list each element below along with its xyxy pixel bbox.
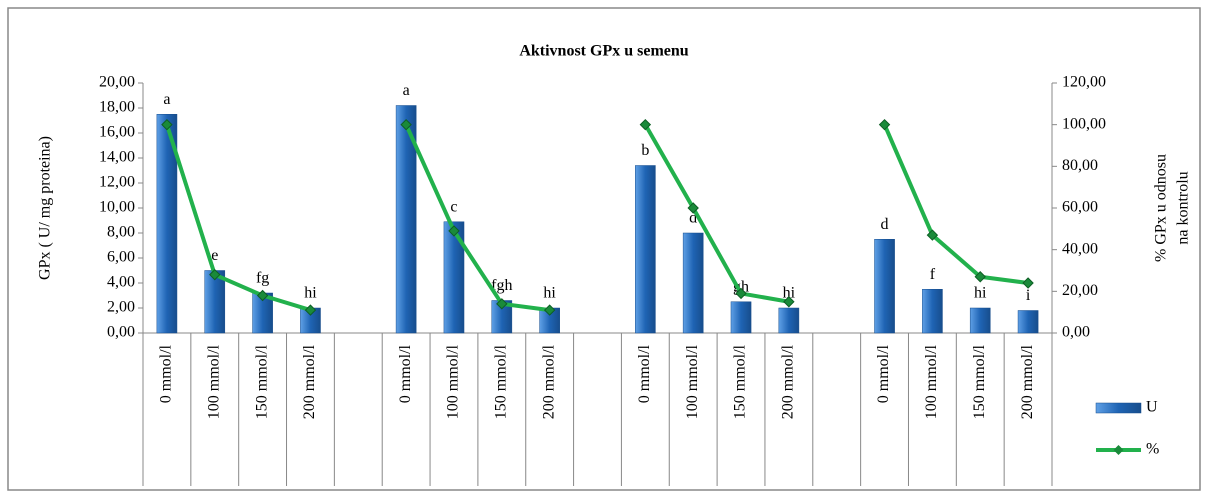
bar — [156, 114, 178, 334]
line-marker — [304, 304, 317, 316]
x-tick-label: 100 mmol/l — [445, 344, 462, 419]
line-marker — [735, 287, 747, 300]
legend-label: % — [1146, 441, 1159, 458]
bar — [874, 239, 895, 334]
bar — [443, 221, 465, 334]
y2-tick-label: 60,00 — [1062, 199, 1098, 216]
line-marker — [878, 118, 891, 131]
y-axis-label: GPx ( U/ mg proteina) — [37, 136, 54, 280]
bar — [395, 105, 417, 334]
line-marker — [161, 118, 173, 131]
bar-letter: i — [1026, 287, 1031, 304]
x-tick-label: 100 mmol/l — [205, 344, 222, 419]
bar-letter: hi — [783, 285, 796, 302]
line-marker — [1022, 277, 1034, 289]
bar-letter: fgh — [491, 277, 512, 294]
line-marker — [400, 118, 412, 131]
line-marker — [639, 118, 652, 131]
x-tick-label: 150 mmol/l — [253, 344, 270, 419]
chart-title: Aktivnost GPx u semenu — [519, 43, 688, 60]
bar — [922, 289, 943, 334]
y2-axis-label: % GPx u odnosu — [1153, 154, 1170, 262]
y-tick-label: 16,00 — [99, 124, 135, 141]
y-tick-label: 4,00 — [107, 274, 135, 291]
y-tick-label: 8,00 — [107, 224, 135, 241]
bar-letter: hi — [304, 285, 317, 302]
y-tick-label: 0,00 — [107, 324, 135, 341]
bar-letter: a — [163, 91, 170, 108]
line-marker — [209, 268, 221, 281]
x-tick-label: 200 mmol/l — [1019, 344, 1036, 419]
x-tick-label: 200 mmol/l — [780, 344, 797, 419]
bar — [969, 307, 991, 334]
y2-tick-label: 20,00 — [1062, 282, 1098, 299]
y2-tick-label: 0,00 — [1062, 324, 1090, 341]
y2-axis-label: na kontrolu — [1175, 171, 1192, 244]
bar — [682, 232, 704, 334]
y-tick-label: 12,00 — [99, 174, 135, 191]
line — [643, 123, 790, 304]
line-marker — [256, 289, 269, 302]
line-marker — [926, 229, 939, 241]
bar-letter: hi — [543, 285, 556, 302]
y-tick-label: 2,00 — [107, 299, 135, 316]
x-tick-label: 150 mmol/l — [971, 344, 988, 419]
y2-tick-label: 100,00 — [1062, 115, 1106, 132]
bar-letter: f — [930, 266, 936, 283]
line-marker — [687, 202, 699, 214]
y-tick-label: 10,00 — [99, 199, 135, 216]
x-tick-label: 100 mmol/l — [923, 344, 940, 419]
bar-letter: hi — [974, 285, 987, 302]
x-tick-label: 150 mmol/l — [492, 344, 509, 419]
bar-letter: a — [403, 82, 410, 99]
legend-label: U — [1146, 399, 1158, 416]
bar-letter: d — [689, 210, 697, 227]
x-tick-label: 0 mmol/l — [397, 344, 414, 403]
bar-letter: b — [641, 142, 649, 159]
y2-tick-label: 80,00 — [1062, 157, 1098, 174]
y-tick-label: 20,00 — [99, 74, 135, 91]
x-tick-label: 200 mmol/l — [301, 344, 318, 419]
bar — [635, 165, 656, 334]
line — [404, 123, 550, 313]
bar — [730, 301, 752, 334]
y2-tick-label: 120,00 — [1062, 74, 1106, 91]
y-tick-label: 18,00 — [99, 99, 135, 116]
y-tick-label: 14,00 — [99, 149, 135, 166]
bar — [1017, 310, 1039, 334]
line — [165, 124, 312, 312]
line-marker — [496, 298, 508, 310]
y2-tick-label: 40,00 — [1062, 240, 1098, 257]
bar-letter: c — [450, 198, 457, 215]
legend-swatch — [1095, 402, 1142, 414]
x-tick-label: 150 mmol/l — [732, 344, 749, 419]
x-tick-label: 100 mmol/l — [684, 344, 701, 419]
x-tick-label: 0 mmol/l — [158, 344, 175, 403]
line-marker — [448, 225, 460, 237]
x-tick-label: 0 mmol/l — [636, 344, 653, 403]
bar — [778, 307, 800, 334]
bar-letter: fg — [256, 270, 269, 287]
line — [882, 123, 1029, 285]
line-marker — [543, 304, 556, 316]
bar-letter: e — [211, 247, 218, 264]
y-tick-label: 6,00 — [107, 249, 135, 266]
bar-letter: d — [881, 216, 889, 233]
x-tick-label: 0 mmol/l — [875, 344, 892, 403]
x-tick-label: 200 mmol/l — [540, 344, 557, 419]
legend-marker — [1113, 445, 1124, 455]
line-marker — [783, 296, 795, 308]
line-marker — [974, 271, 986, 283]
